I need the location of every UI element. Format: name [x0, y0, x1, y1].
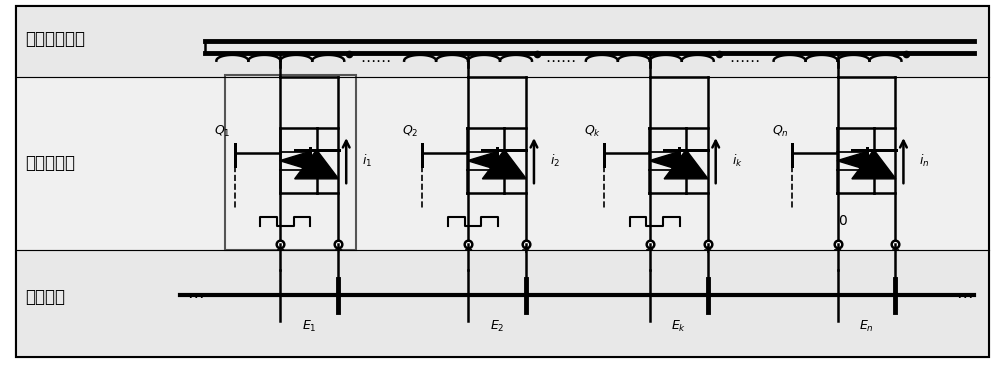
Polygon shape [837, 151, 867, 170]
Text: $E_2$: $E_2$ [490, 319, 504, 334]
Text: +: + [521, 245, 531, 255]
Text: $Q_2$: $Q_2$ [402, 124, 419, 139]
Text: +: + [334, 245, 343, 255]
Text: $\cdots$: $\cdots$ [956, 286, 973, 304]
Polygon shape [280, 151, 310, 170]
Bar [16, 6, 989, 77]
Text: $Q_n$: $Q_n$ [772, 124, 788, 139]
Text: −: − [463, 245, 473, 255]
Polygon shape [852, 150, 896, 179]
Text: −: − [276, 245, 285, 255]
Text: −: − [645, 245, 654, 255]
Text: $i_n$: $i_n$ [919, 153, 930, 169]
Text: 充电电池: 充电电池 [26, 288, 66, 306]
Text: $\cdots\cdots$: $\cdots\cdots$ [545, 52, 575, 67]
Text: 多线圈变压器: 多线圈变压器 [26, 30, 86, 48]
Text: $E_k$: $E_k$ [671, 319, 686, 334]
Text: $i_k$: $i_k$ [732, 153, 743, 169]
Text: $\cdots\cdots$: $\cdots\cdots$ [729, 52, 760, 67]
Text: 能量变换器: 能量变换器 [26, 154, 76, 172]
Text: −: − [833, 245, 842, 255]
Text: $E_n$: $E_n$ [859, 319, 874, 334]
Bar [225, 75, 356, 250]
Bar [16, 250, 989, 357]
Text: $\cdots$: $\cdots$ [187, 286, 204, 304]
Text: 0: 0 [838, 214, 847, 228]
Polygon shape [467, 151, 497, 170]
Text: $Q_1$: $Q_1$ [214, 124, 231, 139]
Text: $i_2$: $i_2$ [550, 153, 560, 169]
Text: $i_1$: $i_1$ [362, 153, 372, 169]
Text: $Q_k$: $Q_k$ [584, 124, 601, 139]
Polygon shape [295, 150, 339, 179]
Polygon shape [482, 150, 526, 179]
Text: +: + [703, 245, 712, 255]
Text: $E_1$: $E_1$ [302, 319, 317, 334]
Bar [16, 77, 989, 250]
Polygon shape [664, 150, 708, 179]
Text: +: + [891, 245, 900, 255]
Polygon shape [649, 151, 679, 170]
Text: $\cdots\cdots$: $\cdots\cdots$ [360, 52, 391, 67]
